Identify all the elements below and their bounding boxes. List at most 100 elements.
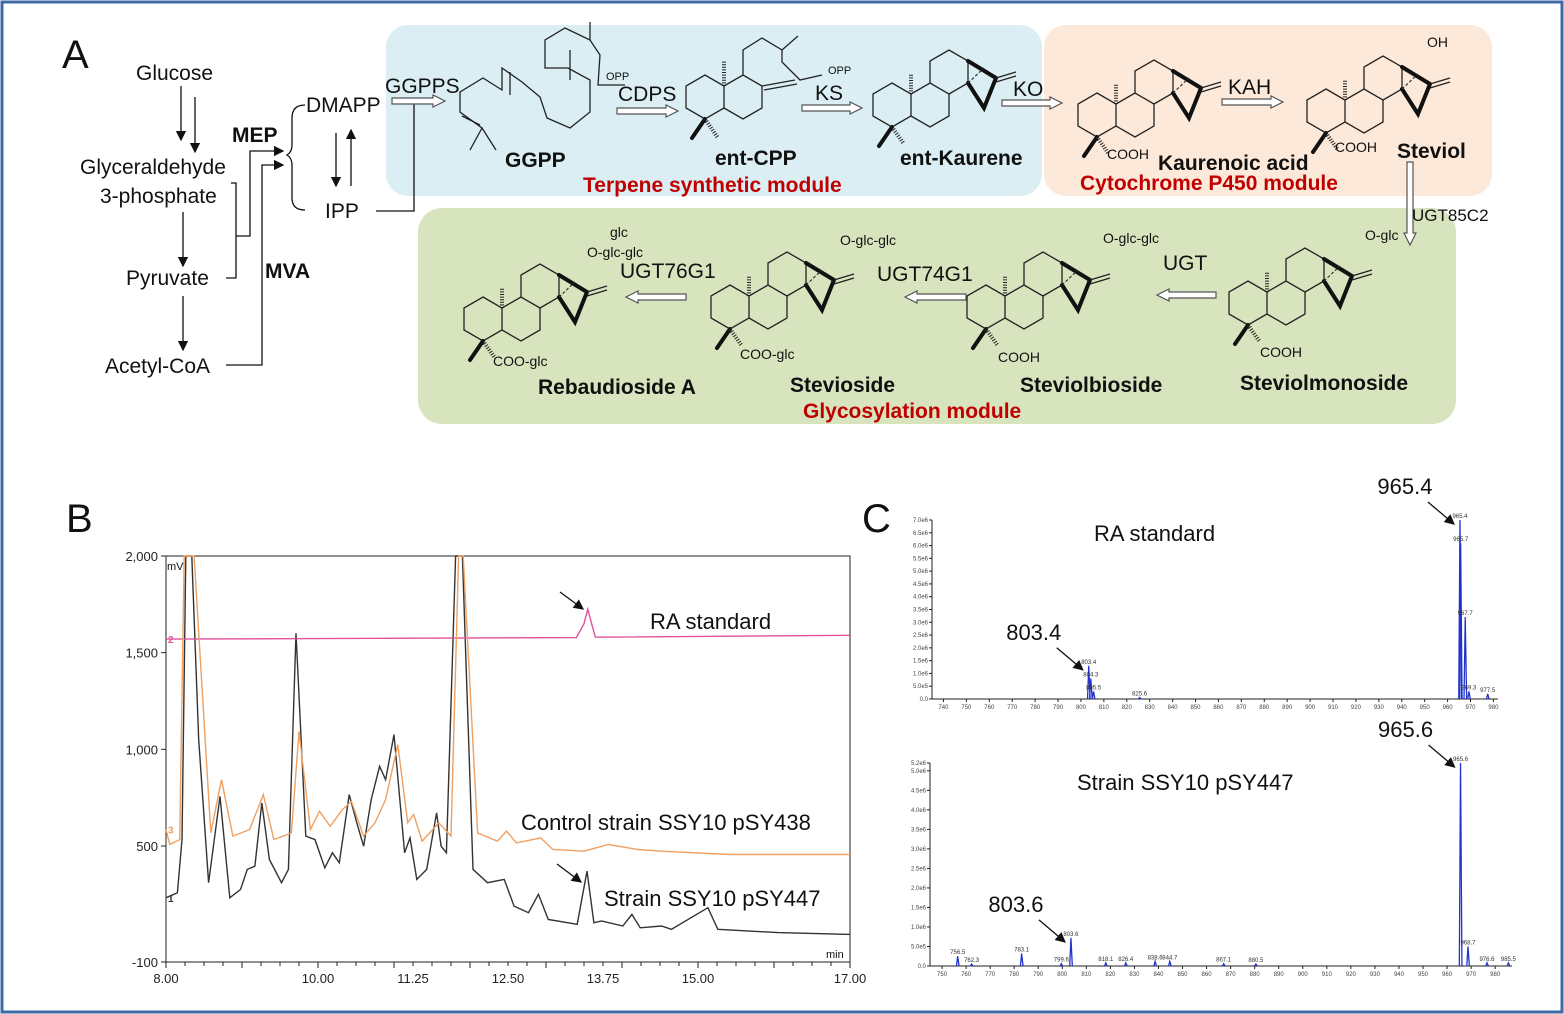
x-tick-label: 15.00: [682, 971, 715, 986]
x-axis-unit: min: [826, 949, 844, 961]
peak-label: 838.6: [1148, 955, 1164, 961]
spectrum-peak: [1458, 762, 1463, 967]
label-oh: OH: [1427, 34, 1448, 50]
peak-label: 867.1: [1216, 958, 1232, 964]
x-tick-label: 840: [1153, 972, 1164, 978]
x-tick-label: 970: [1466, 972, 1477, 978]
callout-arrow: [1056, 647, 1084, 671]
y-tick-label: 5.0e5: [911, 944, 927, 950]
spectrum-peak: [1167, 958, 1172, 967]
peak-label: 969.3: [1461, 685, 1477, 691]
peak-label: 880.5: [1248, 958, 1264, 964]
x-tick-label: 820: [1105, 972, 1116, 978]
compound-ggpp: GGPP: [505, 149, 566, 172]
x-tick-label: 800: [1057, 972, 1068, 978]
label-glc: glc: [610, 224, 628, 240]
glycosylation-module-box: [418, 208, 1456, 424]
y-tick-label: 5.5e6: [913, 556, 929, 562]
panel-label-a: A: [62, 33, 89, 77]
x-tick-label: 8.00: [153, 971, 178, 986]
callout-label: 965.4: [1377, 474, 1432, 499]
upstream-arrows: [175, 86, 415, 366]
peak-label: 803.4: [1081, 660, 1097, 666]
spectrum-peak: [1506, 961, 1511, 967]
x-tick-label: 830: [1145, 705, 1156, 711]
annotation-ra-standard: RA standard: [650, 609, 771, 634]
metabolite-acetyl-coa: Acetyl-CoA: [105, 355, 210, 378]
arrow-cdps: [616, 104, 680, 118]
x-tick-label: 750: [937, 972, 948, 978]
metabolite-glucose: Glucose: [136, 62, 213, 85]
enzyme-ugt: UGT: [1163, 252, 1208, 275]
enzyme-ugt74g1: UGT74G1: [877, 263, 973, 286]
peak-label: 805.5: [1086, 685, 1102, 691]
x-tick-label: 760: [961, 972, 972, 978]
annotation-strain-psy447: Strain SSY10 pSY447: [604, 886, 820, 911]
spectrum-peak: [1123, 961, 1128, 967]
y-tick-label: 0.0: [918, 964, 927, 970]
y-tick-label: 3.0e6: [913, 620, 929, 626]
peak-label: 968.7: [1460, 940, 1476, 946]
spectrum-peak: [1458, 543, 1463, 700]
label-opp-cpp: OPP: [828, 65, 851, 77]
x-tick-label: 910: [1328, 705, 1339, 711]
arrow-ra-peak: [559, 591, 585, 610]
spectrum-peak: [1059, 962, 1064, 967]
trace-3: [165, 555, 850, 856]
label-o-glc-glc-reb-a: O-glc-glc: [587, 244, 643, 260]
x-tick-label: 770: [1007, 705, 1018, 711]
spectrum-peak: [1221, 962, 1226, 967]
callout-label: 803.4: [1006, 620, 1061, 645]
y-tick-label: 2,000: [125, 549, 158, 564]
y-tick-label: 4.0e6: [913, 595, 929, 601]
y-tick-label: 5.0e6: [913, 569, 929, 575]
x-tick-label: 750: [961, 705, 972, 711]
y-tick-label: 3.5e6: [913, 608, 929, 614]
arrow-ugt74g1: [903, 290, 967, 304]
y-tick-label: 4.5e6: [911, 788, 927, 794]
compound-steviol: Steviol: [1397, 140, 1466, 163]
y-tick-label: 6.5e6: [913, 531, 929, 537]
x-tick-label: 17.00: [834, 971, 867, 986]
x-tick-label: 10.00: [302, 971, 335, 986]
trace-number: 2: [168, 635, 174, 646]
y-axis-unit: mV: [167, 561, 184, 573]
x-tick-label: 740: [938, 705, 949, 711]
x-tick-label: 880: [1250, 972, 1261, 978]
x-tick-label: 810: [1099, 705, 1110, 711]
peak-label: 977.5: [1480, 688, 1496, 694]
annotation-control-strain: Control strain SSY10 pSY438: [521, 810, 811, 835]
y-tick-label: 7.0e6: [913, 518, 929, 524]
terpene-module-box: [386, 25, 1042, 196]
enzyme-cdps: CDPS: [618, 83, 676, 106]
x-tick-label: 790: [1033, 972, 1044, 978]
y-tick-label: 1.0e6: [913, 671, 929, 677]
x-tick-label: 960: [1442, 972, 1453, 978]
structure-ggpp: [459, 22, 625, 151]
spectrum-title-ra-standard: RA standard: [1094, 521, 1215, 546]
x-tick-label: 950: [1418, 972, 1429, 978]
x-tick-label: 11.25: [397, 971, 429, 986]
label-coo-glc-reb-a: COO-glc: [493, 353, 547, 369]
spectrum-peak: [969, 962, 974, 967]
x-tick-label: 850: [1178, 972, 1189, 978]
metabolite-glyceraldehyde: Glyceraldehyde: [80, 156, 226, 179]
spectrum-peak: [1485, 961, 1489, 967]
label-cooh-kaurenoic: COOH: [1107, 146, 1149, 162]
enzyme-ggpps: GGPPS: [385, 75, 460, 98]
callout-arrow: [1428, 744, 1456, 768]
compound-stevioside: Stevioside: [790, 374, 895, 397]
peak-label: 965.6: [1453, 757, 1469, 763]
x-tick-label: 780: [1009, 972, 1020, 978]
x-tick-label: 930: [1370, 972, 1381, 978]
panel-label-b: B: [66, 497, 93, 541]
hplc-chart: RA standard Control strain SSY10 pSY438 …: [125, 549, 866, 986]
spectrum-peak: [1463, 617, 1468, 700]
x-tick-label: 820: [1122, 705, 1133, 711]
compound-steviolmonoside: Steviolmonoside: [1240, 372, 1408, 395]
spectrum-peak: [1091, 691, 1096, 700]
y-tick-label: 5.0e5: [913, 684, 929, 690]
x-tick-label: 930: [1374, 705, 1385, 711]
